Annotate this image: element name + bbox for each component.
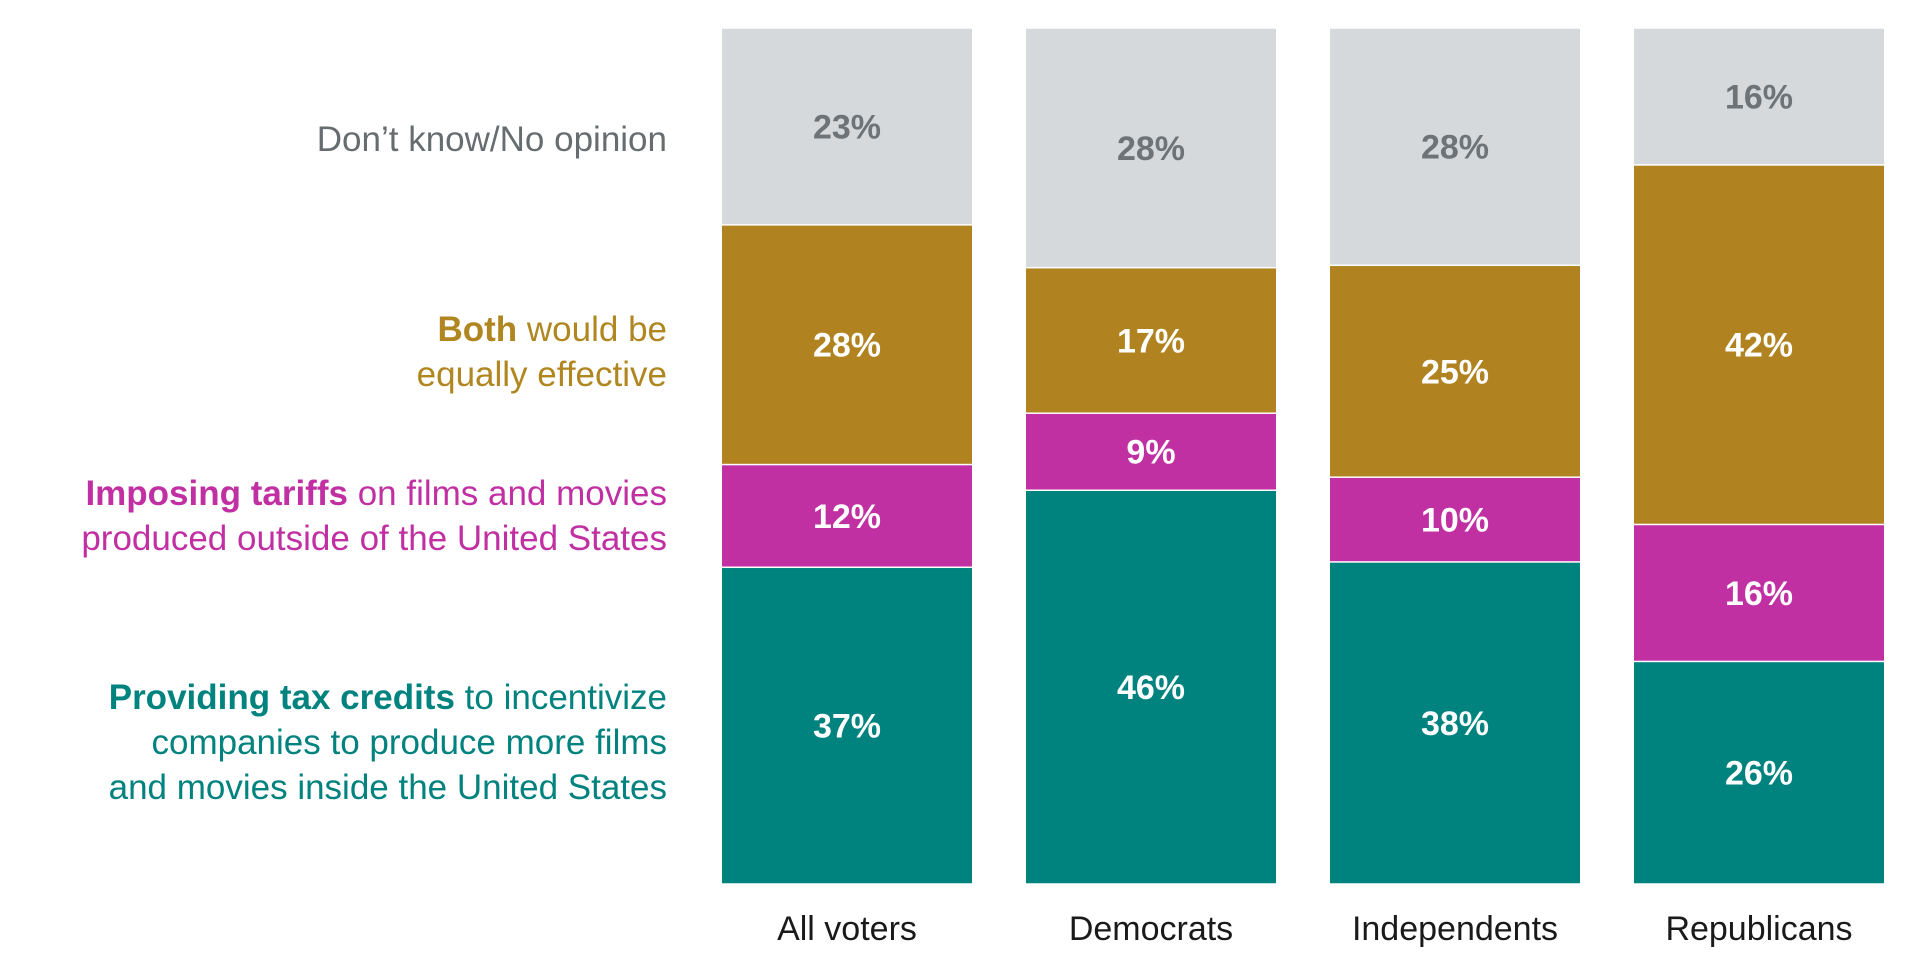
data-label-dk-2: 28% <box>1421 129 1489 167</box>
legend-dont-know: Don’t know/No opinion <box>0 117 667 162</box>
legend-tariffs-bold: Imposing tariffs <box>85 474 348 513</box>
legend-dont-know-text: Don’t know/No opinion <box>316 120 667 159</box>
bar-segment-dk-2 <box>1330 28 1580 265</box>
legend-both: Both would be equally effective <box>0 307 667 397</box>
legend-both-bold: Both <box>437 310 518 349</box>
bar-segment-dk-0 <box>722 28 972 225</box>
legend-tax-bold: Providing tax credits <box>108 678 455 717</box>
bar-segment-both-1 <box>1026 268 1276 413</box>
legend-tariffs-rest: on films and movies <box>347 474 667 513</box>
bar-segment-both-0 <box>722 225 972 464</box>
legend-tax-line2: companies to produce more films <box>151 723 668 762</box>
data-label-tariffs-0: 12% <box>813 498 881 536</box>
legend-tax-credits: Providing tax credits to incentivize com… <box>0 675 667 810</box>
bar-segment-tariffs-2 <box>1330 477 1580 562</box>
data-label-tax-0: 37% <box>813 708 881 746</box>
data-label-tariffs-3: 16% <box>1725 575 1793 613</box>
data-label-dk-0: 23% <box>813 108 881 146</box>
legend-tax-rest: to incentivize <box>454 678 667 717</box>
bar-segment-dk-3 <box>1634 28 1884 165</box>
data-label-both-2: 25% <box>1421 353 1489 391</box>
legend-both-line2: equally effective <box>416 355 667 394</box>
data-label-tax-3: 26% <box>1725 755 1793 793</box>
data-label-tax-1: 46% <box>1117 669 1185 707</box>
bar-segment-tariffs-3 <box>1634 525 1884 661</box>
data-label-dk-3: 16% <box>1725 78 1793 116</box>
category-label-1: Democrats <box>1069 910 1233 948</box>
bar-segment-tax-2 <box>1330 562 1580 884</box>
category-label-3: Republicans <box>1665 910 1852 948</box>
bar-segment-dk-1 <box>1026 28 1276 267</box>
legend-tariffs: Imposing tariffs on films and movies pro… <box>0 471 667 561</box>
bar-segment-tariffs-0 <box>722 465 972 567</box>
bar-segment-both-2 <box>1330 266 1580 477</box>
data-label-tariffs-2: 10% <box>1421 502 1489 540</box>
category-label-2: Independents <box>1352 910 1558 948</box>
bar-segment-tax-0 <box>722 568 972 884</box>
legend-both-rest: would be <box>517 310 667 349</box>
legend-tariffs-line2: produced outside of the United States <box>81 519 667 558</box>
bar-segment-both-3 <box>1634 165 1884 524</box>
legend-tax-line3: and movies inside the United States <box>108 768 667 807</box>
data-label-both-0: 28% <box>813 327 881 365</box>
bar-segment-tariffs-1 <box>1026 413 1276 490</box>
bar-segment-tax-1 <box>1026 490 1276 884</box>
data-label-both-3: 42% <box>1725 327 1793 365</box>
data-label-dk-1: 28% <box>1117 130 1185 168</box>
bar-segment-tax-3 <box>1634 662 1884 884</box>
category-label-0: All voters <box>777 910 917 948</box>
data-label-tariffs-1: 9% <box>1126 434 1175 472</box>
data-label-both-1: 17% <box>1117 322 1185 360</box>
data-label-tax-2: 38% <box>1421 705 1489 743</box>
